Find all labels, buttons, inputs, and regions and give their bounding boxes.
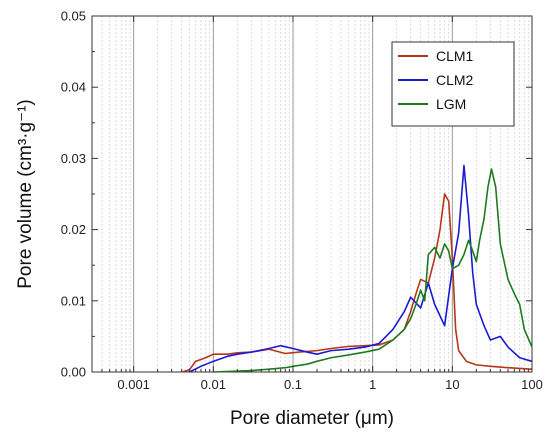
x-tick-label: 100	[521, 377, 543, 392]
y-tick-label: 0.00	[61, 365, 86, 380]
x-tick-label: 0.001	[117, 377, 150, 392]
y-tick-label: 0.03	[61, 151, 86, 166]
y-axis-title: Pore volume (cm³·g⁻¹)	[15, 99, 36, 289]
series-line-clm2	[188, 164, 533, 373]
y-tick-label: 0.04	[61, 80, 86, 95]
x-axis-title: Pore diameter (μm)	[230, 408, 394, 429]
legend-label-lgm: LGM	[436, 96, 466, 112]
x-tick-label: 10	[445, 377, 459, 392]
x-tick-label: 0.01	[201, 377, 226, 392]
series-layer	[181, 164, 533, 373]
x-tick-label: 1	[369, 377, 376, 392]
legend-label-clm2: CLM2	[436, 72, 474, 88]
y-tick-label: 0.05	[61, 9, 86, 24]
y-tick-label: 0.02	[61, 222, 86, 237]
series-line-lgm	[213, 168, 533, 373]
series-line-clm1	[181, 193, 533, 373]
y-tick-label: 0.01	[61, 293, 86, 308]
axis-ticks: 0.001 0.01 0.1 1 10 100 0.00 0.01 0.02 0.03 0.04 0.…	[61, 9, 543, 393]
x-tick-label: 0.1	[284, 377, 302, 392]
legend-label-clm1: CLM1	[436, 48, 474, 64]
legend: CLM1 CLM2 LGM	[391, 41, 515, 127]
